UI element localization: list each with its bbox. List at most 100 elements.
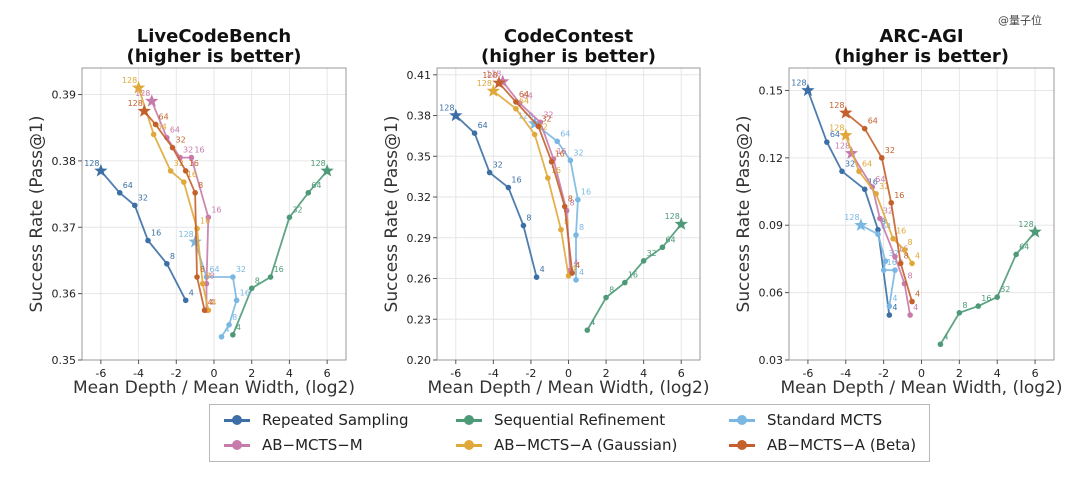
data-point [188, 154, 195, 161]
legend-swatch [224, 414, 250, 425]
x-tick-label: -2 [171, 367, 182, 380]
data-point [994, 294, 1001, 300]
series-line [232, 170, 328, 336]
data-point [558, 226, 564, 233]
chart-panel-1: CodeContest(higher is better) -6 -4 -2 0 2 4 6 0… [382, 26, 709, 398]
data-point-star [839, 105, 853, 119]
data-label: 32 [541, 114, 551, 123]
legend-label: AB−MCTS−M [262, 436, 363, 454]
legend-label: AB−MCTS−A (Beta) [767, 436, 917, 454]
chart-subtitle: (higher is better) [126, 46, 301, 67]
legend-item-aba-gaussian: AB−MCTS−A (Gaussian) [456, 436, 677, 454]
chart-panel-0: LiveCodeBench(higher is better) -6 -4 -2 0 2 4… [27, 26, 355, 398]
data-label: 128 [122, 76, 137, 85]
data-label: 64 [159, 112, 169, 121]
data-label: 128 [665, 212, 680, 221]
data-label: 64 [170, 126, 180, 135]
data-label: 8 [962, 301, 967, 310]
data-label: 4 [189, 288, 194, 297]
y-tick-label: 0.38 [407, 110, 432, 123]
data-label: 32 [176, 136, 186, 145]
legend-item-aba-beta: AB−MCTS−A (Beta) [729, 436, 916, 454]
data-point [192, 189, 198, 196]
data-label: 64 [881, 222, 891, 231]
data-point [877, 215, 883, 222]
series-abm: 4 8 16 32 64 128 [486, 70, 578, 274]
data-point [584, 327, 591, 333]
data-label: 64 [519, 90, 529, 99]
data-point [567, 157, 574, 164]
data-label: 4 [590, 318, 595, 327]
y-tick-label: 0.20 [407, 354, 432, 367]
data-label: 16 [240, 288, 250, 297]
data-point [873, 190, 879, 197]
data-label: 16 [556, 147, 566, 156]
data-point [513, 99, 519, 105]
data-label: 4 [572, 264, 577, 273]
data-label: 64 [311, 181, 321, 190]
y-tick-label: 0.12 [759, 152, 784, 165]
data-label: 16 [868, 177, 878, 186]
data-point [875, 231, 881, 238]
data-label: 16 [151, 229, 161, 238]
data-label: 8 [198, 181, 203, 190]
data-point-star [486, 84, 500, 97]
legend-label: Sequential Refinement [494, 411, 666, 429]
data-point [573, 277, 579, 283]
x-axis-label: Mean Depth / Mean Width, (log2) [73, 378, 355, 398]
data-point-star [839, 128, 853, 141]
data-label: 128 [829, 101, 844, 110]
data-label: 32 [883, 206, 893, 215]
data-point [233, 297, 240, 304]
legend-swatch [456, 439, 482, 450]
data-label: 8 [570, 199, 575, 208]
data-point [824, 139, 830, 145]
data-point [267, 274, 274, 280]
data-label: 8 [255, 276, 260, 285]
data-point-star [188, 234, 202, 248]
data-point [575, 196, 581, 203]
data-label: 128 [179, 230, 194, 239]
data-point [886, 303, 893, 309]
data-label: 8 [904, 251, 909, 260]
data-point [1013, 251, 1019, 258]
data-point [201, 307, 208, 314]
data-label: 4 [915, 290, 920, 299]
x-tick-label: 2 [956, 367, 963, 380]
data-point [956, 310, 963, 316]
legend-label: AB−MCTS−A (Gaussian) [494, 436, 678, 454]
legend-swatch [224, 439, 250, 450]
data-label: 32 [138, 193, 148, 202]
data-point [205, 214, 212, 221]
data-label: 32 [543, 110, 553, 119]
data-label: 8 [881, 218, 886, 227]
data-label: 64 [519, 97, 529, 106]
data-label: 4 [913, 303, 918, 312]
data-point [145, 237, 151, 244]
data-point [554, 138, 561, 145]
data-label: 64 [209, 265, 219, 274]
data-point-star [801, 83, 815, 97]
data-label: 16 [555, 150, 565, 159]
data-label: 4 [208, 298, 213, 307]
series-line [498, 82, 574, 274]
x-tick-label: 6 [678, 367, 685, 380]
data-point [907, 312, 913, 318]
series-line [850, 152, 911, 316]
data-label: 8 [209, 272, 214, 281]
data-label: 32 [236, 265, 246, 274]
data-label: 16 [200, 217, 210, 226]
data-label: 4 [892, 294, 897, 303]
data-point [520, 222, 527, 229]
data-label: 8 [907, 272, 912, 281]
data-point [892, 253, 898, 260]
legend-label: Repeated Sampling [262, 411, 409, 429]
data-label: 64 [830, 130, 840, 139]
legend-item-sequential: Sequential Refinement [456, 411, 665, 429]
data-point [150, 131, 157, 138]
data-point [937, 341, 944, 348]
data-label: 64 [868, 117, 878, 126]
data-label: 64 [875, 175, 885, 184]
data-point-star [492, 75, 506, 89]
